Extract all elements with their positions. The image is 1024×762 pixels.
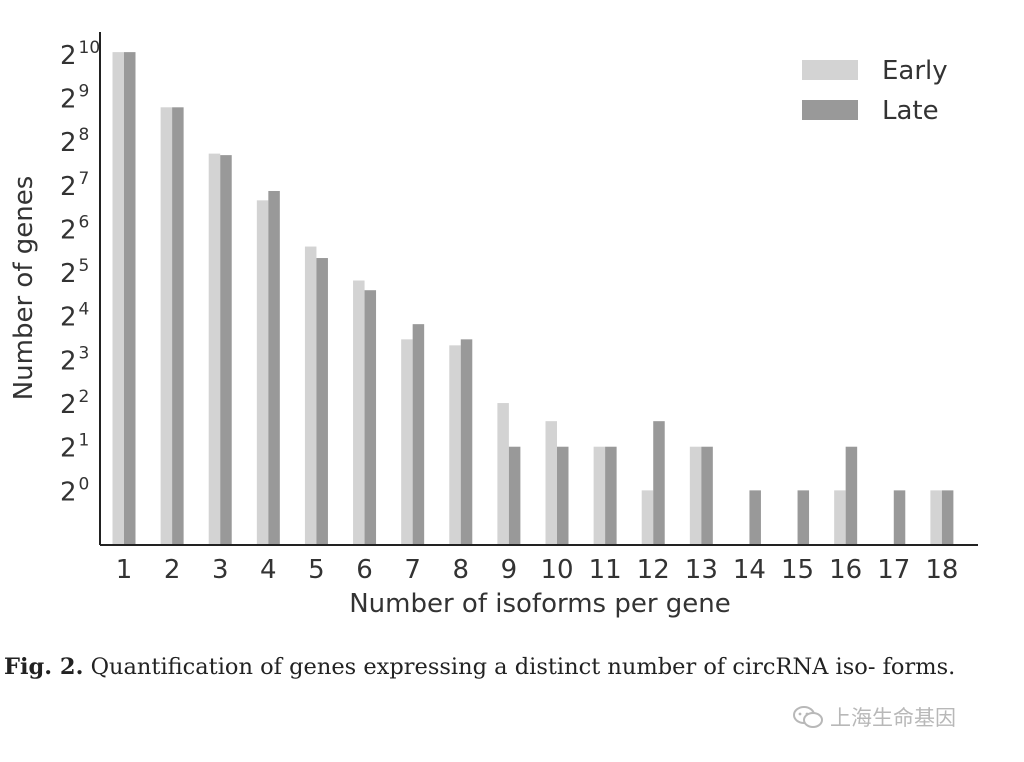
caption-label: Fig. 2. (4, 654, 84, 680)
bar-late-14 (749, 490, 761, 545)
bar-early-12 (641, 490, 654, 545)
legend-label-late: Late (882, 96, 939, 126)
bar-late-6 (364, 290, 377, 545)
y-tick-label: 2 10 (60, 38, 100, 71)
bar-late-7 (412, 324, 425, 545)
bar-early-7 (401, 339, 413, 545)
y-axis-label: Number of genes (9, 176, 39, 401)
bar-late-15 (797, 490, 810, 545)
bar-early-11 (593, 446, 606, 545)
bar-late-3 (220, 155, 232, 545)
watermark-text: 上海生命基因 (830, 706, 956, 730)
x-tick-label: 8 (453, 555, 470, 585)
caption-text: Quantification of genes expressing a dis… (90, 654, 956, 680)
x-tick-label: 18 (925, 555, 958, 585)
bar-early-2 (160, 107, 173, 545)
bar-late-8 (460, 339, 473, 545)
bar-late-5 (316, 258, 328, 545)
bar-early-16 (834, 490, 846, 545)
x-tick-label: 5 (308, 555, 325, 585)
x-tick-label: 2 (164, 555, 181, 585)
bar-late-16 (845, 446, 858, 545)
bar-early-8 (449, 345, 461, 545)
wechat-icon (793, 706, 823, 728)
bar-early-10 (545, 421, 557, 545)
bar-late-18 (941, 490, 954, 545)
x-tick-label: 15 (781, 555, 814, 585)
bar-late-12 (653, 421, 665, 545)
x-tick-label: 13 (685, 555, 718, 585)
bar-early-4 (256, 200, 269, 545)
bar-late-17 (893, 490, 906, 545)
bars-group (112, 52, 954, 546)
x-tick-label: 3 (212, 555, 229, 585)
x-tick-label: 1 (116, 555, 133, 585)
bar-late-9 (508, 446, 521, 545)
bar-late-10 (557, 446, 569, 545)
bar-late-11 (605, 446, 617, 545)
x-tick-label: 12 (637, 555, 670, 585)
x-tick-label: 17 (877, 555, 910, 585)
x-tick-label: 11 (589, 555, 622, 585)
legend-swatch-late (802, 100, 858, 120)
figure-caption: Fig. 2. Quantification of genes expressi… (4, 648, 1004, 686)
bar-early-3 (208, 153, 221, 545)
bar-early-18 (930, 490, 942, 545)
bar-late-13 (701, 446, 713, 545)
bar-early-9 (497, 403, 509, 545)
x-tick-label: 4 (260, 555, 277, 585)
x-tick-label: 10 (540, 555, 573, 585)
bar-chart: 2 02 12 22 32 42 52 62 72 82 92 10 1 2 3 4 5 6 7 8 9 10 11 12 1… (9, 32, 978, 619)
x-tick-label: 6 (356, 555, 373, 585)
x-tick-label: 14 (733, 555, 766, 585)
bar-early-1 (112, 52, 124, 546)
bar-early-6 (353, 280, 365, 545)
x-axis-label: Number of isoforms per gene (349, 589, 731, 619)
x-tick-label: 16 (829, 555, 862, 585)
bar-early-13 (689, 446, 702, 545)
watermark: 上海生命基因 (792, 702, 956, 732)
x-tick-label: 9 (501, 555, 518, 585)
x-tick-labels: 1 2 3 4 5 6 7 8 9 10 11 12 13 14 15 16 17 18 (116, 555, 959, 585)
bar-early-5 (304, 246, 317, 545)
legend-swatch-early (802, 60, 858, 80)
bar-late-1 (124, 52, 136, 546)
bar-late-2 (172, 107, 184, 545)
y-tick-labels: 2 0 2 1 2 2 2 3 2 4 2 5 2 6 2 7 2 8 2 9 2 10 (60, 38, 100, 508)
legend-label-early: Early (882, 56, 948, 86)
bar-late-4 (268, 190, 280, 546)
legend: Early Late (802, 56, 948, 126)
x-tick-label: 7 (404, 555, 421, 585)
